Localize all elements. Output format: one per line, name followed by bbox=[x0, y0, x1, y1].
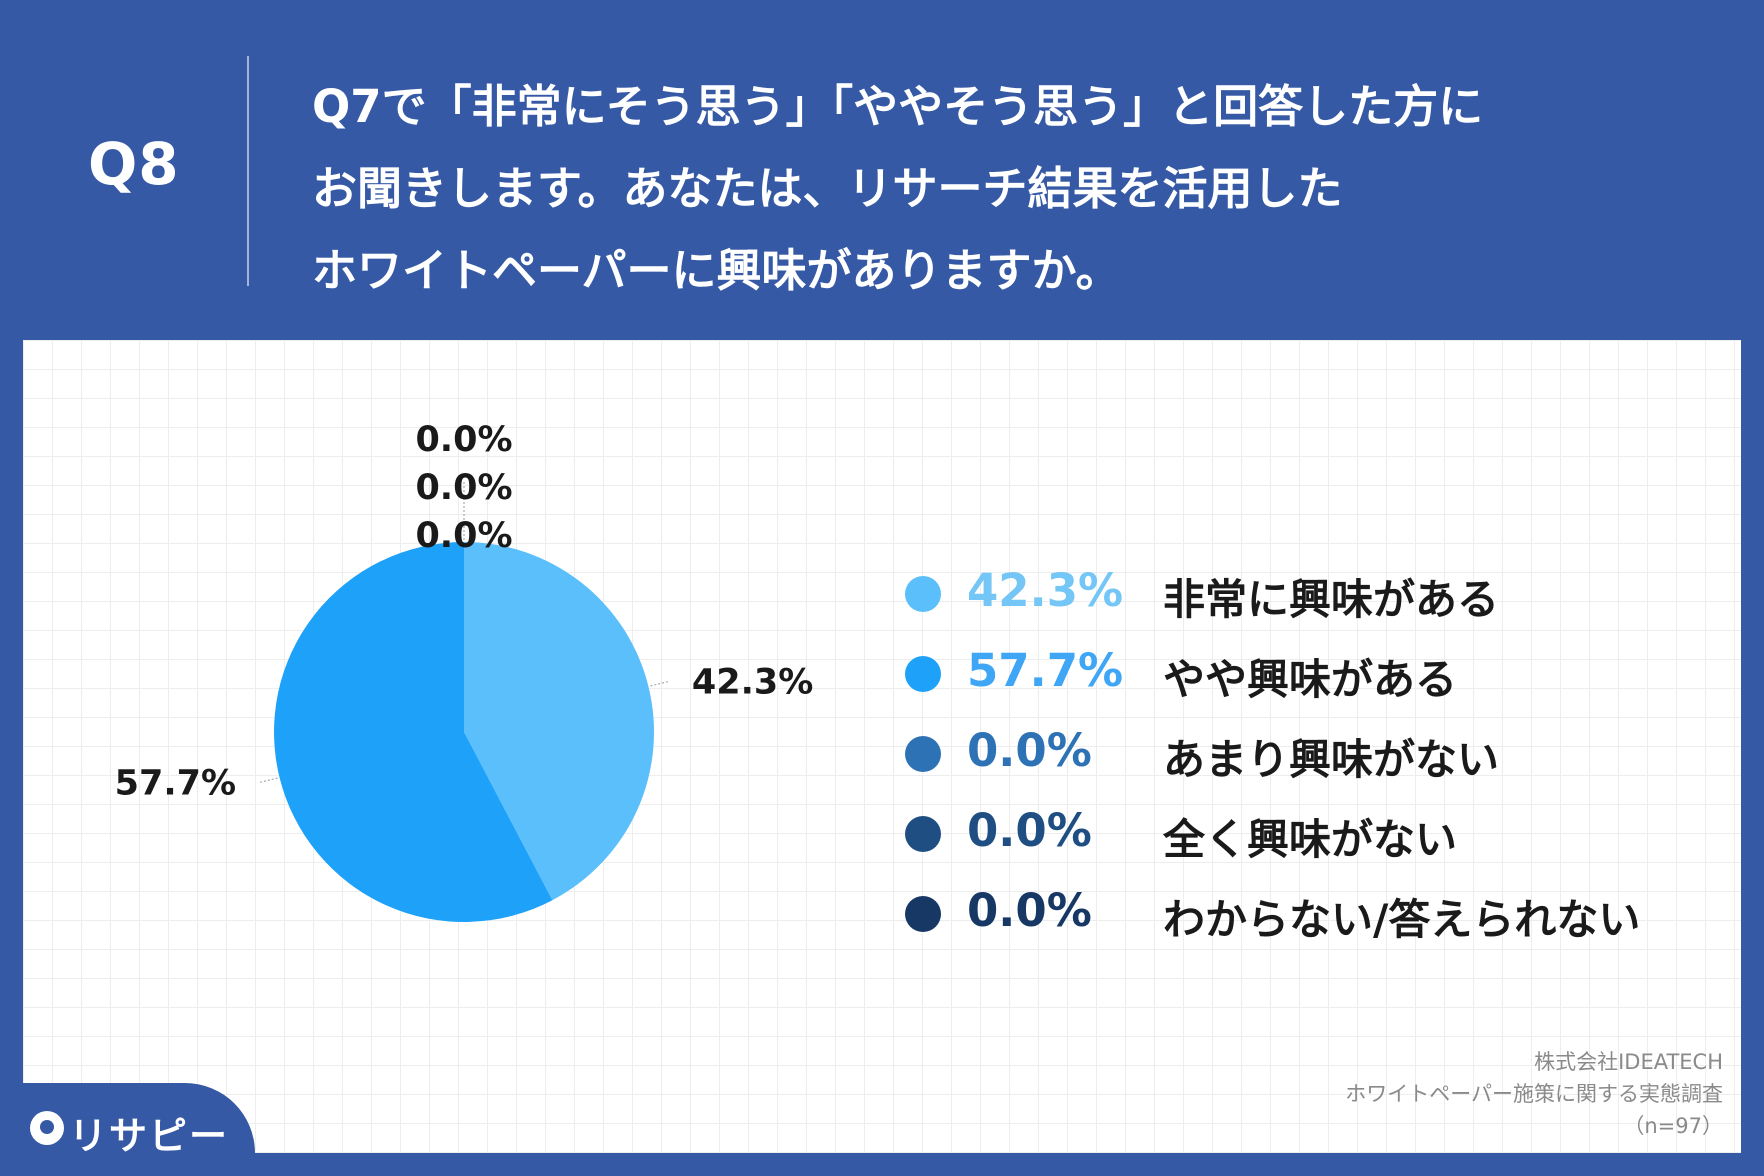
legend-value: 0.0% bbox=[967, 884, 1092, 937]
question-number: Q8 bbox=[88, 130, 180, 198]
data-label: 0.0% bbox=[415, 468, 512, 508]
chart-panel: 42.3% 57.7% 0.0% 0.0% 0.0% 42.3% 非常に興味がある 57… bbox=[23, 340, 1741, 1153]
legend-dot bbox=[905, 656, 941, 692]
question-text: Q7で「非常にそう思う」「ややそう思う」と回答した方に お聞きします。あなたは、… bbox=[312, 66, 1732, 312]
legend-item: 57.7% やや興味がある bbox=[905, 638, 1685, 718]
header-divider bbox=[247, 56, 249, 286]
legend-value: 57.7% bbox=[967, 644, 1124, 697]
data-label: 42.3% bbox=[692, 663, 813, 703]
data-label: 0.0% bbox=[415, 516, 512, 556]
pin-icon bbox=[30, 1111, 64, 1145]
legend-item: 0.0% 全く興味がない bbox=[905, 798, 1685, 878]
legend-label: 全く興味がない bbox=[1163, 815, 1458, 864]
legend-item: 0.0% わからない/答えられない bbox=[905, 878, 1685, 958]
source-credit: 株式会社IDEATECH ホワイトペーパー施策に関する実態調査 （n=97） bbox=[1345, 1046, 1723, 1142]
legend-item: 0.0% あまり興味がない bbox=[905, 718, 1685, 798]
leader-line bbox=[650, 681, 669, 687]
question-line-3: ホワイトペーパーに興味がありますか。 bbox=[312, 244, 1121, 297]
pie-slice bbox=[464, 542, 655, 901]
pie-slice bbox=[274, 542, 553, 922]
legend-dot bbox=[905, 896, 941, 932]
legend-dot bbox=[905, 816, 941, 852]
legend-label: 非常に興味がある bbox=[1163, 575, 1500, 624]
legend: 42.3% 非常に興味がある 57.7% やや興味がある 0.0% あまり興味が… bbox=[905, 558, 1685, 958]
legend-item: 42.3% 非常に興味がある bbox=[905, 558, 1685, 638]
legend-dot bbox=[905, 576, 941, 612]
question-line-1: Q7で「非常にそう思う」「ややそう思う」と回答した方に bbox=[312, 80, 1484, 133]
legend-dot bbox=[905, 736, 941, 772]
data-label: 0.0% bbox=[415, 420, 512, 460]
legend-label: あまり興味がない bbox=[1163, 735, 1500, 784]
legend-value: 42.3% bbox=[967, 564, 1124, 617]
pie-chart: 42.3% 57.7% 0.0% 0.0% 0.0% bbox=[115, 420, 813, 922]
brand-logo: リサピー bbox=[23, 1083, 255, 1153]
leader-line bbox=[259, 777, 278, 783]
question-line-2: お聞きします。あなたは、リサーチ結果を活用した bbox=[312, 162, 1343, 215]
legend-value: 0.0% bbox=[967, 804, 1092, 857]
credit-sample-size: （n=97） bbox=[1623, 1114, 1723, 1138]
data-label: 57.7% bbox=[115, 763, 236, 803]
brand-name: リサピー bbox=[69, 1114, 230, 1153]
legend-label: やや興味がある bbox=[1163, 655, 1458, 704]
credit-survey: ホワイトペーパー施策に関する実態調査 bbox=[1345, 1082, 1723, 1106]
credit-company: 株式会社IDEATECH bbox=[1534, 1050, 1723, 1074]
legend-label: わからない/答えられない bbox=[1163, 895, 1641, 944]
legend-value: 0.0% bbox=[967, 724, 1092, 777]
header: Q8 Q7で「非常にそう思う」「ややそう思う」と回答した方に お聞きします。あな… bbox=[0, 0, 1764, 340]
